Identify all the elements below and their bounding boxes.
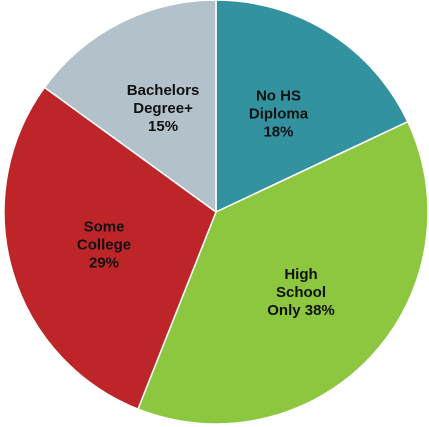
pie-slice-no-hs-diploma — [215, 0, 409, 213]
slice-label-line: Degree+ — [133, 100, 193, 117]
slice-label-line: Some — [84, 219, 125, 236]
slice-label-line: College — [77, 237, 131, 254]
slice-label-line: Diploma — [249, 106, 309, 123]
slice-label-high-school-only: High School Only 38% — [267, 266, 335, 319]
slice-label-line: 18% — [263, 124, 293, 141]
slice-label-line: High — [284, 266, 317, 283]
pie-slice-some-college — [3, 86, 217, 410]
slice-label-line: 15% — [148, 118, 178, 135]
slice-label-bachelors-degree: Bachelors Degree+ 15% — [127, 82, 200, 135]
slice-label-line: No HS — [256, 88, 301, 105]
pie-slice-bachelors-degree — [43, 0, 217, 213]
pie-slice-high-school-only — [137, 120, 429, 425]
slice-label-line: Bachelors — [127, 82, 200, 99]
pie-labels: No HS Diploma 18% High School Only 38% Some Col… — [77, 82, 335, 319]
slice-label-line: 29% — [89, 255, 119, 272]
slice-label-some-college: Some College 29% — [77, 219, 131, 272]
pie-slices — [3, 0, 429, 425]
slice-label-line: Only 38% — [267, 302, 335, 319]
slice-label-line: School — [276, 284, 326, 301]
slice-label-no-hs-diploma: No HS Diploma 18% — [249, 88, 309, 141]
